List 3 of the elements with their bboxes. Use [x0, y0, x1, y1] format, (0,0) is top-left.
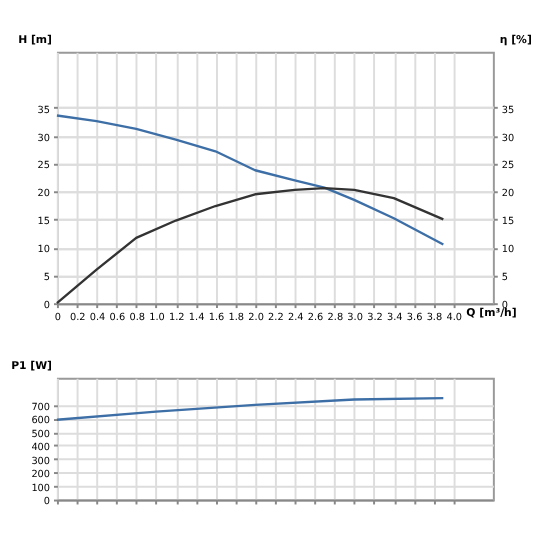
line-series: [55, 114, 445, 246]
line-series: [55, 396, 445, 421]
line-series: [55, 186, 445, 305]
